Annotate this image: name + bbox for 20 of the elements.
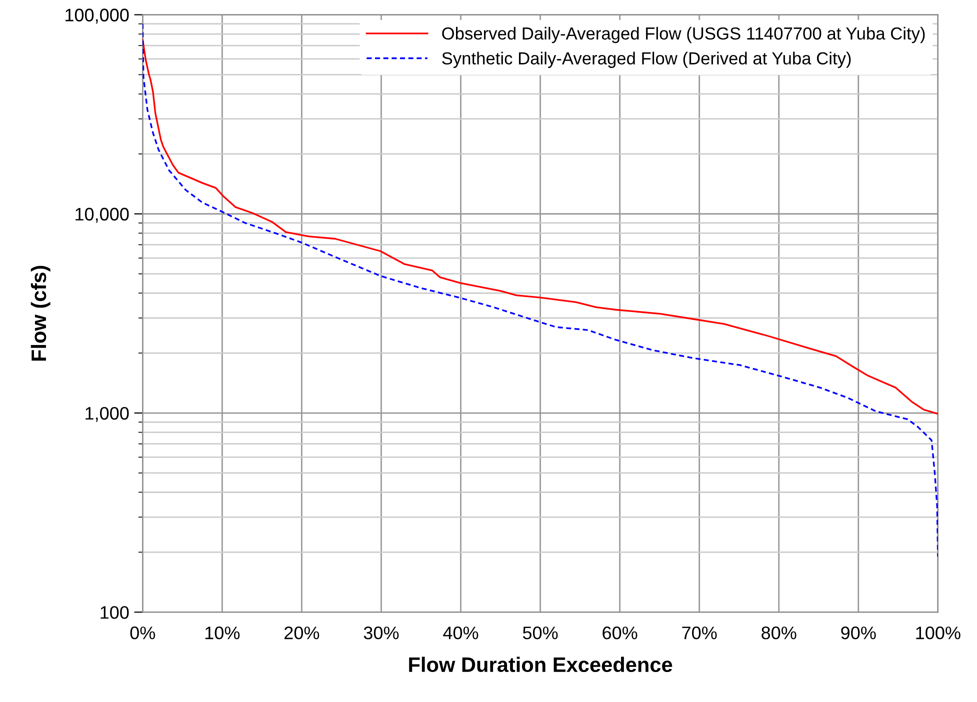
y-tick-label: 100 — [100, 606, 129, 619]
x-axis-title: Flow Duration Exceedence — [409, 656, 672, 672]
x-tick-label: 80% — [762, 626, 796, 640]
y-tick-label: 1,000 — [86, 406, 129, 422]
y-axis-title: Flow (cfs) — [30, 266, 50, 361]
x-tick-label: 90% — [841, 626, 876, 640]
x-tick-label: 10% — [205, 626, 240, 640]
line-series — [142, 23, 938, 558]
x-tick-label: 30% — [364, 626, 399, 640]
x-tick-label: 60% — [602, 626, 638, 640]
x-tick-label: 0% — [130, 626, 156, 640]
x-tick-label: 40% — [443, 626, 478, 640]
x-tick-label: 70% — [682, 626, 717, 640]
x-tick-label: 50% — [522, 626, 558, 640]
legend-label: Synthetic Daily-Averaged Flow (Derived at Yuba City) — [442, 52, 851, 68]
y-tick-label: 10,000 — [76, 208, 129, 223]
legend-label: Observed Daily-Averaged Flow (USGS 11407700 at Yuba City) — [442, 26, 925, 44]
y-tick-label: 100,000 — [66, 8, 129, 24]
x-tick-label: 20% — [284, 626, 320, 640]
x-tick-label: 100% — [916, 626, 960, 640]
